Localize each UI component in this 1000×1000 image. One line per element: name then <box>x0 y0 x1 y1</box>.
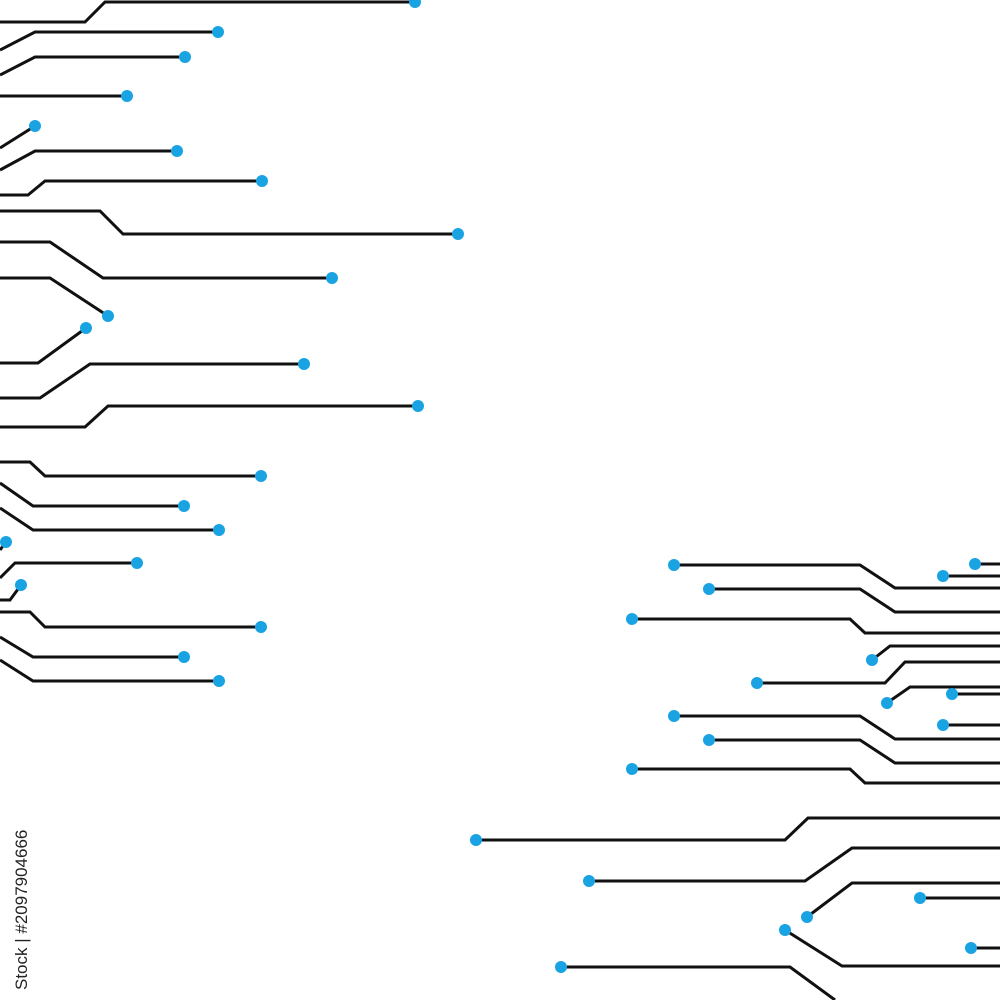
node <box>965 942 977 954</box>
node <box>326 272 338 284</box>
node <box>179 51 191 63</box>
node <box>0 536 12 548</box>
trace <box>0 179 262 197</box>
trace <box>709 587 1000 614</box>
node <box>583 875 595 887</box>
trace <box>0 561 137 580</box>
node <box>131 557 143 569</box>
node <box>470 834 482 846</box>
node <box>969 558 981 570</box>
node <box>555 961 567 973</box>
trace <box>0 276 109 318</box>
left-nodes <box>0 0 464 687</box>
right-traces <box>476 562 1000 1000</box>
trace <box>0 124 36 150</box>
node <box>121 90 133 102</box>
node <box>15 579 27 591</box>
trace <box>757 660 1000 685</box>
node <box>946 688 958 700</box>
trace <box>0 635 184 659</box>
trace <box>886 685 1000 705</box>
trace <box>674 563 1000 590</box>
trace <box>561 965 836 1000</box>
node <box>779 924 791 936</box>
right-nodes <box>470 558 981 973</box>
node <box>703 734 715 746</box>
node <box>801 911 813 923</box>
node <box>102 310 114 322</box>
node <box>881 697 893 709</box>
credit-text: Stock | #2097904666 <box>12 830 31 990</box>
trace <box>0 0 415 24</box>
trace <box>0 658 219 683</box>
node <box>212 26 224 38</box>
node <box>298 358 310 370</box>
node <box>452 228 464 240</box>
node <box>409 0 421 8</box>
node <box>171 145 183 157</box>
trace <box>709 738 1000 765</box>
trace <box>0 506 219 532</box>
trace <box>784 928 1000 968</box>
node <box>937 570 949 582</box>
node <box>412 400 424 412</box>
node <box>178 500 190 512</box>
node <box>80 322 92 334</box>
trace <box>0 584 23 602</box>
trace <box>0 362 304 400</box>
node <box>213 524 225 536</box>
trace <box>0 30 218 52</box>
node <box>937 719 949 731</box>
trace <box>0 55 185 77</box>
trace <box>871 644 1000 662</box>
node <box>668 710 680 722</box>
node <box>751 677 763 689</box>
trace <box>0 326 87 365</box>
trace <box>632 617 1000 635</box>
trace <box>806 881 1000 919</box>
trace <box>632 767 1000 785</box>
node <box>178 651 190 663</box>
trace <box>0 240 332 280</box>
node <box>29 120 41 132</box>
trace <box>0 209 458 236</box>
trace <box>589 846 1000 883</box>
trace <box>674 714 1000 741</box>
left-traces <box>0 0 458 683</box>
node <box>256 175 268 187</box>
node <box>626 613 638 625</box>
node <box>213 675 225 687</box>
trace <box>476 816 1000 842</box>
trace <box>0 404 418 429</box>
node <box>255 470 267 482</box>
node <box>255 621 267 633</box>
trace <box>0 610 261 629</box>
node <box>866 654 878 666</box>
trace <box>0 149 177 172</box>
node <box>626 763 638 775</box>
trace <box>0 481 184 508</box>
node <box>668 559 680 571</box>
node <box>914 892 926 904</box>
trace <box>0 460 261 478</box>
node <box>703 583 715 595</box>
